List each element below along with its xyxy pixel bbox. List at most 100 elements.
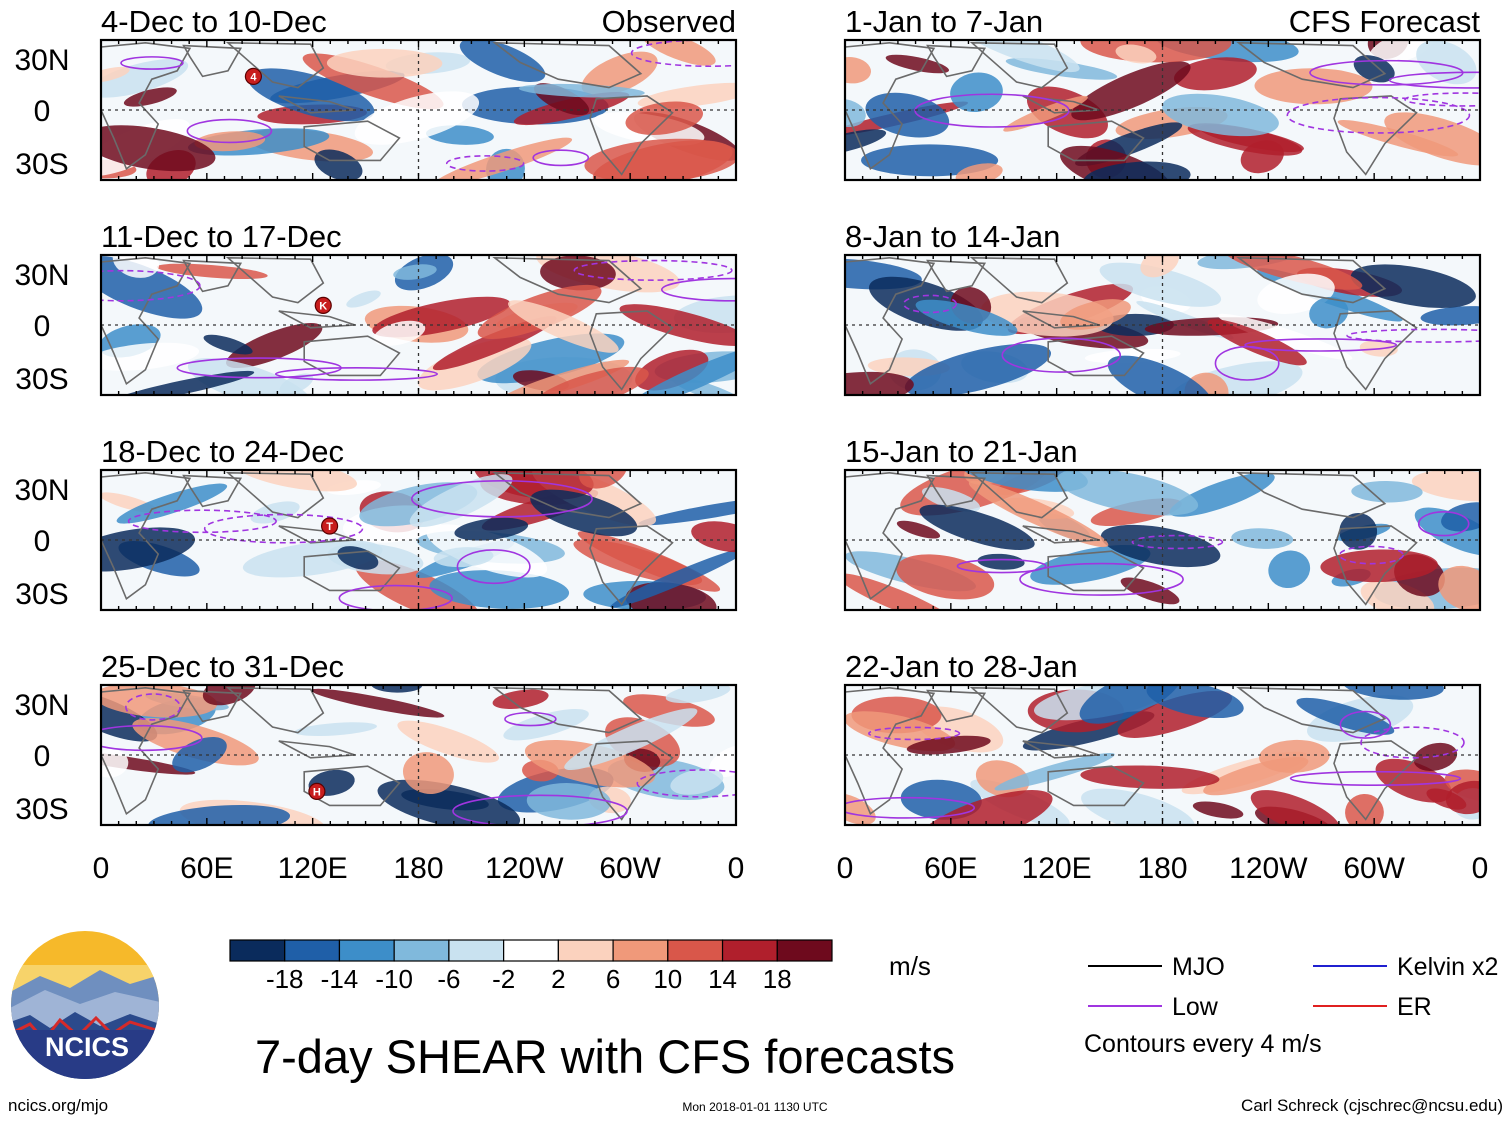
x-tick-label: 120E bbox=[278, 852, 348, 885]
coastline bbox=[589, 525, 674, 606]
shear-field bbox=[101, 470, 736, 610]
shear-cell bbox=[1081, 788, 1195, 825]
colorbar-swatch bbox=[503, 939, 559, 962]
low-contour bbox=[1001, 337, 1122, 373]
coastline bbox=[845, 471, 936, 601]
shear-cell bbox=[106, 370, 255, 395]
figure-title: 7-day SHEAR with CFS forecasts bbox=[255, 1030, 955, 1083]
coastline bbox=[182, 44, 243, 78]
low-contour bbox=[452, 794, 628, 825]
shear-cell bbox=[518, 83, 645, 98]
panel-4: H 25-Dec to 31-Dec 30N 0 30S bbox=[14, 649, 738, 827]
shear-field bbox=[101, 685, 736, 825]
colorbar: -18 -14 -10 -6 -2 2 6 10 14 18 m/s bbox=[229, 939, 931, 994]
shear-cell bbox=[326, 48, 443, 78]
shear-cell bbox=[1084, 348, 1181, 364]
coastline bbox=[225, 686, 325, 734]
low-contour bbox=[186, 118, 273, 144]
panel-1: 4 4-Dec to 10-Dec Observed 30N 0 30S bbox=[14, 4, 738, 182]
panel-period: 18-Dec to 24-Dec bbox=[101, 434, 344, 469]
coastline bbox=[589, 740, 674, 821]
footer-timestamp: Mon 2018-01-01 1130 UTC bbox=[682, 1100, 828, 1114]
y-tick-label: 30S bbox=[15, 363, 68, 396]
coastline bbox=[1236, 256, 1387, 304]
shear-cell bbox=[896, 520, 941, 539]
shear-cell bbox=[156, 263, 268, 280]
colorbar-swatch bbox=[667, 939, 724, 962]
storm-marker bbox=[308, 782, 326, 801]
low-contour bbox=[127, 509, 277, 534]
shear-cell bbox=[417, 337, 532, 391]
x-tick-label: 0 bbox=[93, 852, 110, 885]
colorbar-swatch bbox=[776, 939, 833, 962]
shear-cell bbox=[1056, 470, 1199, 516]
low-contour bbox=[956, 558, 1047, 574]
shear-cell bbox=[1259, 739, 1330, 773]
shear-cell bbox=[623, 694, 715, 727]
shear-cell bbox=[429, 570, 570, 609]
coastline bbox=[845, 41, 936, 171]
x-tick-label: 0 bbox=[728, 852, 745, 885]
shear-cell bbox=[531, 366, 649, 395]
coastline bbox=[1236, 471, 1387, 519]
shear-field bbox=[101, 40, 736, 180]
shear-cell bbox=[203, 334, 253, 355]
low-contour bbox=[456, 549, 531, 585]
shear-cell bbox=[526, 783, 611, 820]
coastline bbox=[303, 335, 401, 377]
colorbar-label: 14 bbox=[708, 964, 737, 994]
low-contour bbox=[902, 294, 958, 314]
shear-cell bbox=[845, 371, 914, 395]
coastline bbox=[1047, 550, 1145, 592]
coastline bbox=[182, 689, 243, 723]
shear-cell bbox=[492, 689, 549, 710]
colorbar-label: -2 bbox=[492, 964, 515, 994]
shear-field bbox=[845, 470, 1480, 610]
shear-cell bbox=[402, 752, 454, 794]
coastline bbox=[303, 550, 401, 592]
low-contour bbox=[120, 56, 184, 70]
shear-cell bbox=[454, 517, 529, 541]
colorbar-swatch bbox=[284, 939, 341, 962]
shear-cell bbox=[1169, 361, 1303, 395]
logo-text: NCICS bbox=[45, 1032, 129, 1062]
colorbar-label: 2 bbox=[551, 964, 565, 994]
shear-cell bbox=[148, 804, 291, 825]
shear-cell bbox=[865, 92, 950, 138]
coastline bbox=[1333, 740, 1418, 821]
shear-cell bbox=[1107, 355, 1213, 395]
panel-3: T 18-Dec to 24-Dec 30N 0 30S bbox=[14, 434, 738, 612]
coastline bbox=[182, 474, 243, 508]
colorbar-label: 6 bbox=[606, 964, 620, 994]
coastline bbox=[225, 41, 325, 89]
shear-cell bbox=[1071, 61, 1191, 121]
legend-label: Low bbox=[1172, 993, 1219, 1021]
storm-label: 4 bbox=[250, 71, 257, 83]
shear-cell bbox=[861, 144, 999, 177]
coastline bbox=[1047, 120, 1145, 162]
colorbar-swatch bbox=[338, 939, 395, 962]
storm-marker bbox=[321, 517, 339, 535]
panel-7: 15-Jan to 21-Jan bbox=[843, 434, 1482, 612]
shear-cell bbox=[638, 496, 736, 526]
colorbar-swatch bbox=[393, 939, 450, 962]
footer-url[interactable]: ncics.org/mjo bbox=[8, 1096, 108, 1115]
shear-cell bbox=[1350, 264, 1476, 308]
low-contour bbox=[176, 357, 342, 379]
shear-cell bbox=[1115, 44, 1157, 64]
shear-cell bbox=[950, 72, 1003, 113]
x-tick-label: 60W bbox=[1343, 852, 1405, 885]
low-contour bbox=[1244, 338, 1398, 352]
coastline bbox=[969, 256, 1069, 304]
legend: MJO Kelvin x2 Low ER Contours every 4 m/s bbox=[1084, 953, 1498, 1058]
shear-cell bbox=[1146, 685, 1244, 719]
coastline bbox=[969, 471, 1069, 519]
shear-cell bbox=[896, 554, 995, 600]
panel-6: 8-Jan to 14-Jan bbox=[843, 219, 1482, 397]
shear-cell bbox=[904, 343, 1052, 395]
shear-cell bbox=[919, 504, 1035, 550]
coastline bbox=[969, 686, 1069, 734]
shear-cell bbox=[1339, 512, 1378, 550]
coastline bbox=[926, 259, 987, 293]
